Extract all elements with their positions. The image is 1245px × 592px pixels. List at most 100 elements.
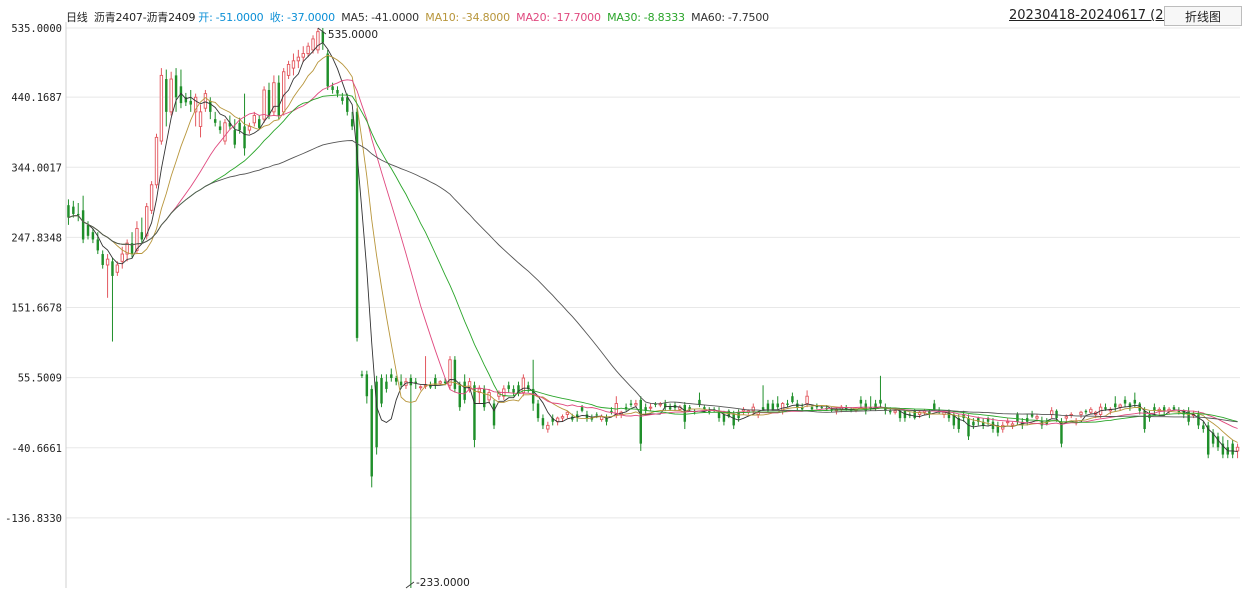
candle-body xyxy=(252,115,257,124)
y-tick-label: -136.8330 xyxy=(5,513,62,525)
line-chart-toggle-button[interactable]: 折线图 xyxy=(1164,6,1242,26)
candle-body xyxy=(928,410,931,415)
candle-body xyxy=(72,206,75,214)
annotation-pointer xyxy=(317,27,327,35)
candle-body xyxy=(463,381,466,400)
candle-body xyxy=(599,416,604,421)
candle-body xyxy=(698,399,701,405)
candle-body xyxy=(869,407,872,410)
y-tick-label: -40.6661 xyxy=(11,443,62,455)
candle-body xyxy=(654,403,657,405)
candle-body xyxy=(228,122,232,127)
candle-body xyxy=(517,385,520,393)
candle-body xyxy=(418,386,423,389)
candle-body xyxy=(218,126,222,131)
candle-body xyxy=(605,418,608,422)
close-value: -37.0000 xyxy=(287,11,335,24)
candle-body xyxy=(1231,443,1234,455)
candle-body xyxy=(1030,414,1034,417)
candle-body xyxy=(375,381,378,448)
ma10-label: MA10: xyxy=(425,11,460,24)
candle-body xyxy=(394,378,398,382)
candle-body xyxy=(346,97,349,112)
candle-body xyxy=(81,210,85,240)
candle-body xyxy=(688,407,691,410)
candle-body xyxy=(193,96,198,113)
candle-body xyxy=(115,264,120,273)
candle-body xyxy=(634,403,638,406)
candle-body xyxy=(238,122,241,131)
ma60-value: -7.7500 xyxy=(727,11,769,24)
candle-body xyxy=(1172,407,1176,410)
candle-body xyxy=(326,53,329,87)
candle-body xyxy=(580,407,584,411)
candle-body xyxy=(957,418,960,430)
candle-body xyxy=(560,416,565,419)
candle-body xyxy=(590,418,594,420)
candle-body xyxy=(434,378,437,386)
candle-body xyxy=(267,89,271,116)
candle-body xyxy=(306,45,310,54)
ma5-line xyxy=(68,42,1238,453)
candle-body xyxy=(766,403,770,411)
candle-body xyxy=(370,388,373,477)
candle-body xyxy=(541,418,545,426)
candle-body xyxy=(986,418,990,422)
candle-body xyxy=(1114,403,1117,408)
candle-body xyxy=(145,206,149,237)
ma10-line xyxy=(68,54,1238,443)
candle-body xyxy=(1104,407,1107,410)
close-label: 收: xyxy=(269,11,285,24)
y-tick-label: 151.6678 xyxy=(11,303,62,315)
candle-body xyxy=(154,136,159,186)
candle-body xyxy=(639,399,642,444)
candle-body xyxy=(1221,443,1225,455)
grid-lines xyxy=(66,27,1240,519)
candle-body xyxy=(1128,403,1132,408)
candle-body xyxy=(1133,399,1137,404)
candle-body xyxy=(321,31,325,43)
candle-body xyxy=(336,89,339,94)
candle-body xyxy=(786,403,789,405)
candle-body xyxy=(1143,410,1146,430)
candle-body xyxy=(1182,410,1185,415)
candle-body xyxy=(477,388,482,394)
candle-body xyxy=(243,126,246,149)
candle-body xyxy=(105,258,110,266)
candle-body xyxy=(1005,421,1010,424)
candle-body xyxy=(879,399,882,404)
candle-body xyxy=(165,79,168,112)
candle-body xyxy=(1016,414,1019,422)
candle-body xyxy=(776,403,779,408)
candle-body xyxy=(380,378,383,404)
candle-body xyxy=(1202,425,1205,430)
candle-body xyxy=(751,406,755,412)
period-label: 日线 xyxy=(66,11,88,24)
candle-body xyxy=(331,86,334,90)
candle-body xyxy=(125,242,129,255)
candle-body xyxy=(96,239,100,251)
candle-body xyxy=(1162,407,1166,411)
instrument-label: 沥青2407-沥青2409 xyxy=(93,11,196,24)
candle-body xyxy=(209,100,212,112)
candle-body xyxy=(536,403,540,419)
open-value: -51.0000 xyxy=(215,11,264,24)
candle-body xyxy=(316,31,320,51)
candle-body xyxy=(365,374,369,397)
candle-body xyxy=(448,359,452,386)
candle-body xyxy=(898,410,902,419)
candle-body xyxy=(531,388,535,404)
candle-body xyxy=(414,381,417,384)
candle-body xyxy=(972,421,975,426)
candle-body xyxy=(512,388,515,393)
y-tick-label: 535.0000 xyxy=(11,23,62,35)
candle-body xyxy=(438,381,442,384)
moving-averages xyxy=(68,42,1238,453)
candle-body xyxy=(198,111,203,127)
candle-body xyxy=(1197,414,1200,426)
date-range-link[interactable]: 20230418-20240617 (241) xyxy=(1009,8,1186,23)
candle-body xyxy=(120,253,124,262)
candle-body xyxy=(703,407,706,410)
y-tick-label: 247.8348 xyxy=(11,232,62,244)
candle-body xyxy=(1060,421,1063,444)
